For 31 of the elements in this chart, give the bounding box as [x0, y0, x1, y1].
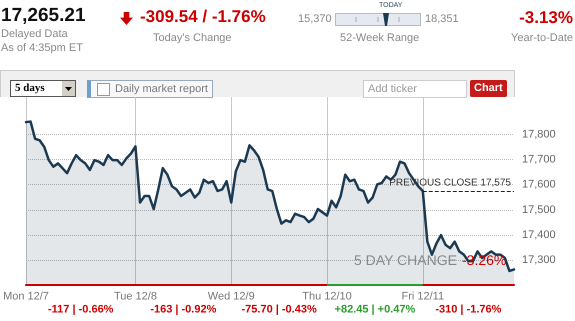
- text: Year-to-Date: [511, 32, 573, 44]
- text: As of 4:35pm ET: [1, 42, 83, 54]
- text: -75.70 | -0.43%: [242, 304, 317, 316]
- text: -310 | -1.76%: [435, 304, 502, 316]
- text: 15,370: [298, 13, 332, 25]
- y-tick-label: 17,500: [522, 204, 556, 216]
- text: -309.54 / -1.76%: [140, 7, 266, 27]
- text: -117 | -0.66%: [48, 304, 114, 316]
- text: -3.13%: [519, 8, 573, 28]
- y-tick-label: 17,400: [522, 228, 556, 241]
- text: +82.45 | +0.47%: [334, 304, 416, 316]
- y-tick-label: 17,300: [522, 254, 556, 266]
- x-tick-label: Thu 12/10: [302, 290, 352, 302]
- text: Delayed Data: [1, 28, 68, 40]
- y-tick-label: 17,800: [522, 128, 556, 141]
- text: 52-Week Range: [340, 32, 420, 44]
- x-tick-label: Tue 12/8: [114, 290, 157, 302]
- text: 18,351: [425, 13, 459, 25]
- text-field: Add ticker: [363, 80, 467, 98]
- y-tick-label: 17,600: [522, 178, 556, 191]
- text: Today's Change: [153, 32, 232, 44]
- text: -163 | -0.92%: [150, 304, 217, 316]
- annotation: 5 DAY CHANGE: [354, 252, 457, 268]
- y-tick-label: 17,700: [522, 154, 556, 166]
- button: Chart: [470, 80, 507, 97]
- text: 17,265.21: [1, 5, 86, 27]
- x-tick-label: Mon 12/7: [3, 290, 49, 302]
- dropdown: 5 days: [10, 80, 76, 97]
- x-tick-label: Fri 12/11: [401, 290, 444, 302]
- x-tick-label: Wed 12/9: [208, 290, 255, 302]
- checkbox-field: Daily market report: [87, 80, 213, 98]
